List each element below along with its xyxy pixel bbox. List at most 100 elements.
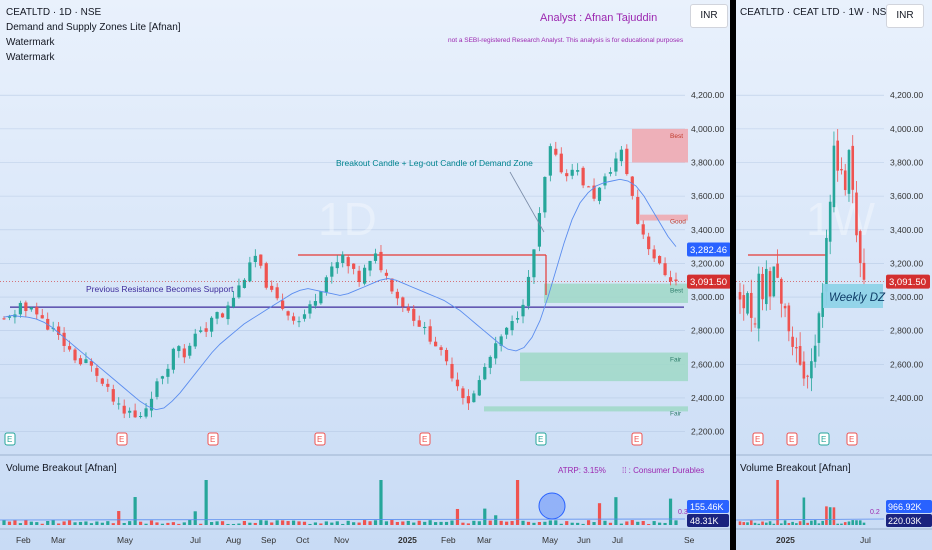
- candle-body: [106, 383, 110, 387]
- volume-bar: [368, 521, 372, 525]
- volume-bar: [100, 522, 104, 525]
- currency-selector[interactable]: INR: [690, 4, 728, 28]
- volume-bar: [281, 520, 285, 525]
- volume-bar: [746, 522, 749, 525]
- candle-body: [636, 196, 640, 224]
- volume-bar: [641, 520, 645, 525]
- pane-divider[interactable]: [730, 0, 736, 550]
- volume-bar: [761, 521, 764, 525]
- candle-body: [24, 302, 28, 312]
- volume-bar: [625, 521, 629, 525]
- candle-body: [783, 305, 787, 309]
- weekly-volume-badge-2: [886, 514, 932, 527]
- candle-body: [817, 313, 821, 343]
- candle-body: [802, 361, 806, 379]
- volume-bar: [291, 520, 296, 525]
- earnings-marker-letter: E: [317, 435, 322, 444]
- zone-supply: [632, 128, 688, 163]
- volume-bar: [499, 520, 503, 525]
- candle-body: [840, 169, 843, 171]
- volume-bar: [270, 522, 274, 525]
- candle-body: [7, 316, 12, 318]
- earnings-marker-letter: E: [422, 435, 427, 444]
- x-tick-label: Jun: [577, 535, 591, 545]
- candle-body: [488, 356, 492, 368]
- candle-body: [89, 361, 94, 366]
- earnings-marker-letter: E: [849, 435, 854, 444]
- volume-bar: [220, 521, 225, 525]
- volume-bar: [117, 511, 121, 525]
- volume-bar: [67, 520, 72, 525]
- volume-badge-2: [687, 514, 729, 527]
- volume-bar: [128, 521, 132, 525]
- x-tick-label: Aug: [226, 535, 241, 545]
- volume-bar: [204, 480, 208, 525]
- candle-body: [297, 321, 301, 323]
- volume-bar: [806, 522, 809, 525]
- candle-body: [795, 347, 798, 349]
- earnings-marker-icon: [314, 432, 326, 446]
- volume-bar: [597, 503, 602, 525]
- candle-body: [505, 327, 509, 335]
- candle-body: [248, 262, 252, 282]
- x-tick-label: May: [117, 535, 134, 545]
- candle-body: [559, 153, 563, 173]
- y-tick-label: 2,600.00: [890, 359, 923, 369]
- candle-body: [395, 291, 399, 299]
- earnings-marker-letter: E: [821, 435, 826, 444]
- earnings-marker-icon: [207, 432, 219, 446]
- volume-bar: [155, 522, 159, 525]
- candle-body: [177, 346, 181, 352]
- x-tick-label: Mar: [477, 535, 492, 545]
- daily-chart-pane[interactable]: 4,200.00 4,000.00 3,800.00 3,600.00 3,400.00…: [0, 0, 730, 550]
- candle-body: [35, 307, 39, 315]
- candle-body: [630, 176, 634, 196]
- zone-supply: [640, 214, 688, 221]
- x-tick-label: Se: [684, 535, 695, 545]
- candle-body: [576, 170, 580, 172]
- volume-bar: [543, 521, 547, 525]
- candle-body: [149, 398, 154, 411]
- volume-bar: [828, 507, 832, 525]
- candle-body: [155, 381, 159, 397]
- candle-body: [226, 305, 230, 320]
- candle-body: [466, 396, 470, 404]
- candle-body: [521, 304, 525, 317]
- candle-body: [608, 172, 613, 174]
- weekly-chart-pane[interactable]: 4,200.00 4,000.00 3,800.00 3,600.00 3,400.00…: [736, 0, 932, 550]
- current-price-text: 3,091.50: [889, 277, 926, 288]
- x-tick-label: Oct: [296, 535, 310, 545]
- candle-body: [341, 254, 345, 263]
- volume-bar: [29, 521, 33, 525]
- volume-bar: [738, 521, 742, 525]
- candle-body: [160, 376, 165, 379]
- support-annotation: Previous Resistance Becomes Support: [86, 284, 234, 294]
- volume-bar: [7, 521, 12, 525]
- candle-body: [810, 361, 813, 379]
- volume-bar: [798, 521, 802, 525]
- candle-body: [515, 318, 520, 320]
- y-tick-label: 4,000.00: [691, 124, 724, 134]
- current-price-badge: [687, 274, 730, 289]
- weekly-currency-selector[interactable]: INR: [886, 4, 924, 28]
- volume-bar: [791, 521, 794, 525]
- candle-body: [368, 260, 372, 271]
- volume-bar: [515, 480, 520, 525]
- breakout-annotation: Breakout Candle + Leg-out Candle of Dema…: [336, 158, 533, 168]
- volume-average-line: [736, 518, 885, 521]
- candle-body: [537, 213, 542, 247]
- candle-body: [117, 403, 121, 405]
- volume-bar: [802, 497, 806, 525]
- volume-bar: [395, 521, 399, 525]
- daily-chart-canvas[interactable]: 4,200.00 4,000.00 3,800.00 3,600.00 3,400.00…: [0, 0, 730, 550]
- volume-bar: [821, 520, 824, 525]
- weekly-demand-zone-box: [823, 284, 883, 308]
- volume-bar: [248, 522, 252, 525]
- candle-body: [772, 266, 776, 297]
- volume-bar: [586, 520, 591, 525]
- interval-watermark: 1D: [318, 193, 377, 245]
- candle-body: [40, 315, 44, 319]
- weekly-chart-canvas[interactable]: 4,200.00 4,000.00 3,800.00 3,600.00 3,400.00…: [736, 0, 932, 550]
- candle-body: [73, 349, 77, 361]
- sector-label: ⁞⁞ : Consumer Durables: [622, 466, 704, 475]
